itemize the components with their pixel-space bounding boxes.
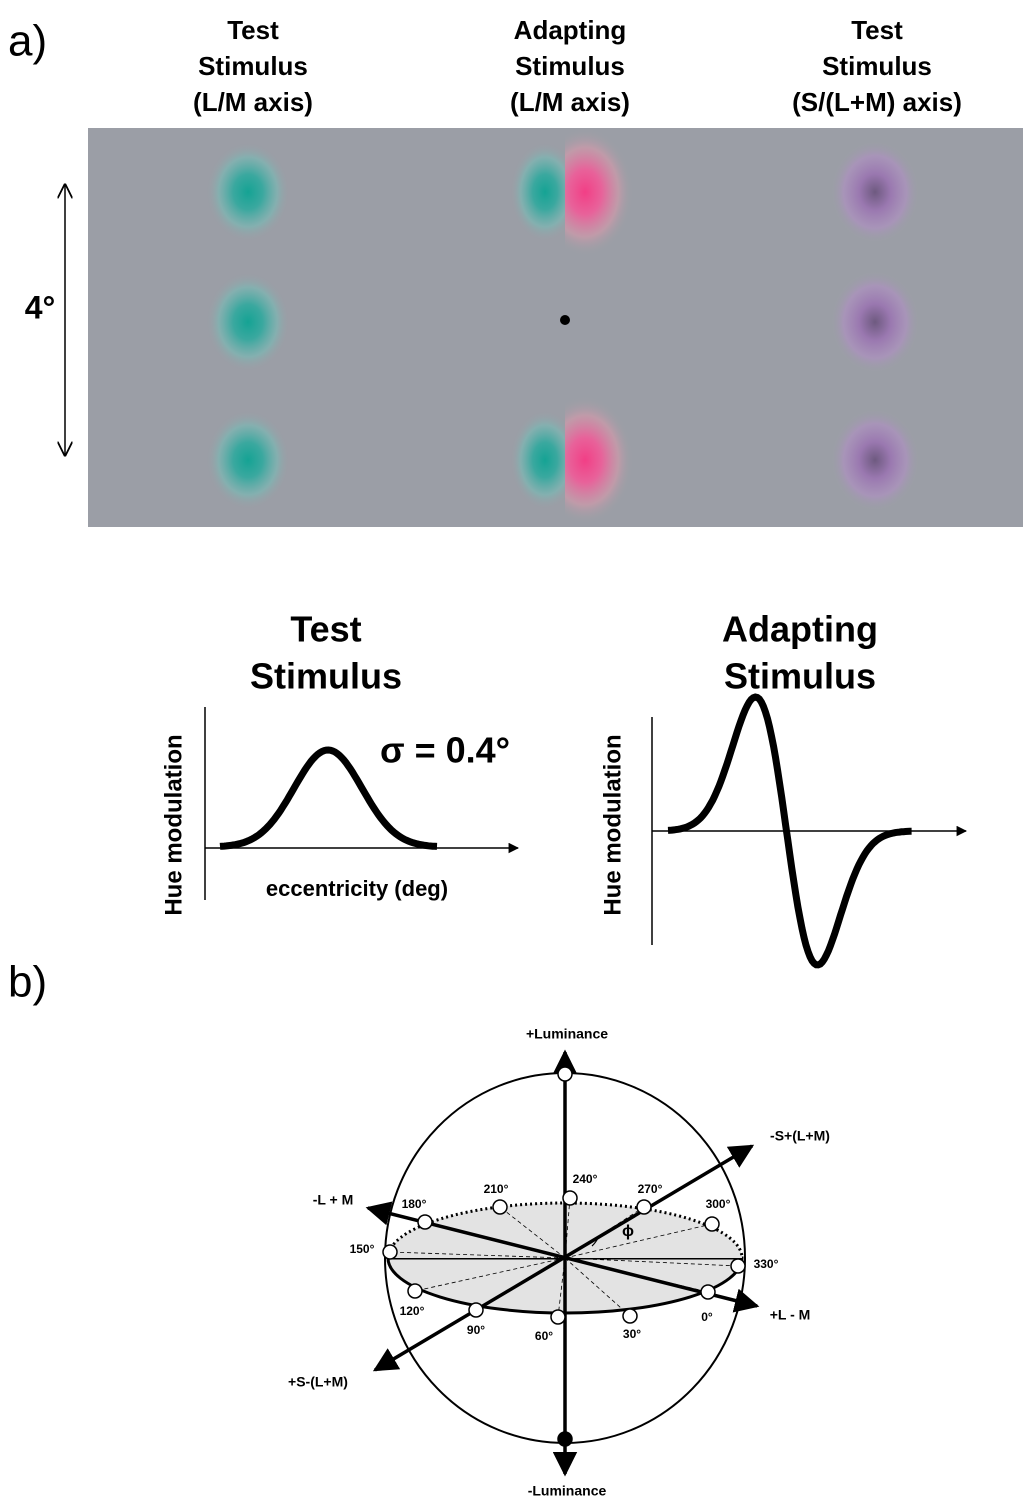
axis-label: -L + M [313, 1192, 354, 1208]
adapt-blob-left [510, 142, 565, 242]
column-title: Stimulus [822, 51, 932, 81]
derivative-profile [667, 693, 912, 969]
angle-point [636, 1199, 652, 1215]
panel-label: b) [8, 958, 47, 1007]
angle-point [468, 1302, 484, 1318]
axis-label: +Luminance [526, 1026, 608, 1042]
x-axis-label: eccentricity (deg) [266, 876, 448, 901]
y-axis-label: Hue modulation [160, 734, 187, 915]
sigma-label: σ = 0.4° [380, 730, 510, 771]
angle-points: 0° 30° 60° 90° 120° 150° 180° 210° 240° 270° 300° 3… [350, 1172, 779, 1343]
axis-label: +S-(L+M) [288, 1374, 348, 1390]
test-blob [830, 408, 920, 512]
column-title: Test [227, 15, 279, 45]
column-title: Stimulus [198, 51, 308, 81]
y-axis-label: Hue modulation [599, 734, 626, 915]
angle-point [492, 1199, 508, 1215]
axis-label: -Luminance [528, 1483, 607, 1499]
angle-label: 60° [535, 1329, 553, 1343]
angle-point [382, 1244, 398, 1260]
angle-label: 300° [706, 1197, 731, 1211]
angle-point [417, 1214, 433, 1230]
angle-label: 30° [623, 1327, 641, 1341]
test-blob [206, 410, 290, 510]
angle-point [562, 1190, 578, 1206]
axis-label: -S+(L+M) [770, 1128, 830, 1144]
scale-label: 4° [25, 289, 56, 325]
test-blob [830, 270, 920, 374]
angle-label: 330° [754, 1257, 779, 1271]
column-title: (L/M axis) [193, 87, 313, 117]
test-blob [830, 140, 920, 244]
angle-point [550, 1309, 566, 1325]
angle-point [700, 1284, 716, 1300]
column-title: Test [851, 15, 903, 45]
phi-arc [591, 1237, 599, 1247]
profile-title: Test [290, 609, 361, 650]
angle-label: 0° [701, 1310, 713, 1324]
angle-label: 240° [573, 1172, 598, 1186]
adapt-blob-left [510, 410, 565, 510]
column-title: (L/M axis) [510, 87, 630, 117]
gaussian-profile [219, 746, 438, 850]
test-blob [206, 142, 290, 242]
angle-point [730, 1258, 746, 1274]
angle-label: 180° [402, 1197, 427, 1211]
column-title: Adapting [514, 15, 627, 45]
stimulus-blobs [206, 128, 920, 524]
profile-title: Stimulus [724, 656, 876, 697]
luminance-point [557, 1431, 573, 1447]
panel-label: a) [8, 17, 47, 66]
adapt-blob-right [565, 128, 633, 256]
angle-label: 120° [400, 1304, 425, 1318]
column-title: Stimulus [515, 51, 625, 81]
angle-point [622, 1308, 638, 1324]
column-title: (S/(L+M) axis) [792, 87, 962, 117]
angle-label: 270° [638, 1182, 663, 1196]
phi-label: ϕ [622, 1223, 634, 1240]
profile-title: Stimulus [250, 656, 402, 697]
angle-point [407, 1283, 423, 1299]
angle-point [704, 1216, 720, 1232]
axis-label: +L - M [770, 1307, 811, 1323]
angle-label: 150° [350, 1242, 375, 1256]
fixation-point [560, 315, 570, 325]
profile-title: Adapting [722, 609, 878, 650]
adapt-blob-right [565, 396, 633, 524]
luminance-point [557, 1066, 573, 1082]
test-blob [206, 272, 290, 372]
angle-label: 210° [484, 1182, 509, 1196]
lm-axis [365, 1201, 760, 1313]
angle-label: 90° [467, 1323, 485, 1337]
